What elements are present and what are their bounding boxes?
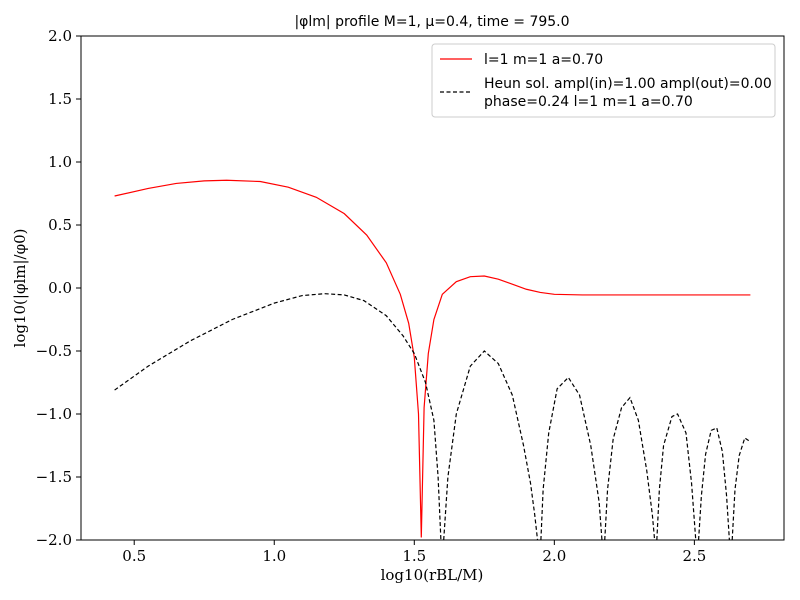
x-axis-title: log10(rBL/M): [381, 566, 484, 584]
legend-label-series-2-line-2: phase=0.24 l=1 m=1 a=0.70: [484, 94, 693, 110]
plot-area: [114, 179, 751, 540]
y-tick-label: −2.0: [36, 531, 72, 549]
y-tick-label: −1.5: [36, 468, 72, 486]
x-tick-label: 1.0: [262, 547, 286, 565]
chart-title: |φlm| profile M=1, μ=0.4, time = 795.0: [294, 14, 569, 30]
series-2-line-segment-3: [540, 376, 603, 540]
series-2-line-segment-7: [731, 436, 751, 540]
y-tick-label: 0.0: [48, 279, 72, 297]
series-2-line-segment-6: [697, 427, 730, 540]
series-1-line: [114, 179, 751, 538]
legend: l=1 m=1 a=0.70 Heun sol. ampl(in)=1.00 am…: [431, 43, 776, 118]
y-tick-label: 0.5: [48, 216, 72, 234]
y-tick-label: 1.0: [48, 153, 72, 171]
x-tick-label: 1.5: [402, 547, 426, 565]
series-2-line-segment-5: [656, 413, 697, 540]
y-tick-label: 2.0: [48, 27, 72, 45]
series-2-line-segment-4: [604, 396, 656, 540]
axes: 0.5 1.0 1.5 2.0 2.5 −2.0 −1.5 −1.0 −0.5 0.0 0.5 1.0…: [36, 27, 785, 565]
y-axis-title: log10(|φlm|/φ0): [11, 229, 29, 348]
y-tick-label: 1.5: [48, 90, 72, 108]
y-tick-label: −1.0: [36, 405, 72, 423]
y-tick-label: −0.5: [36, 342, 72, 360]
legend-label-series-1: l=1 m=1 a=0.70: [484, 52, 603, 68]
x-tick-label: 2.0: [542, 547, 566, 565]
x-tick-label: 2.5: [682, 547, 706, 565]
series-2-line-segment-2: [443, 350, 539, 540]
x-tick-label: 0.5: [122, 547, 146, 565]
legend-box: [431, 43, 776, 118]
legend-label-series-2-line-1: Heun sol. ampl(in)=1.00 ampl(out)=0.00: [484, 76, 772, 92]
series-2: [114, 293, 751, 540]
chart-title-layer: |φlm| profile M=1, μ=0.4, time = 795.0: [294, 14, 569, 30]
series-1: [114, 179, 751, 538]
series-2-line-segment-1: [114, 293, 442, 540]
